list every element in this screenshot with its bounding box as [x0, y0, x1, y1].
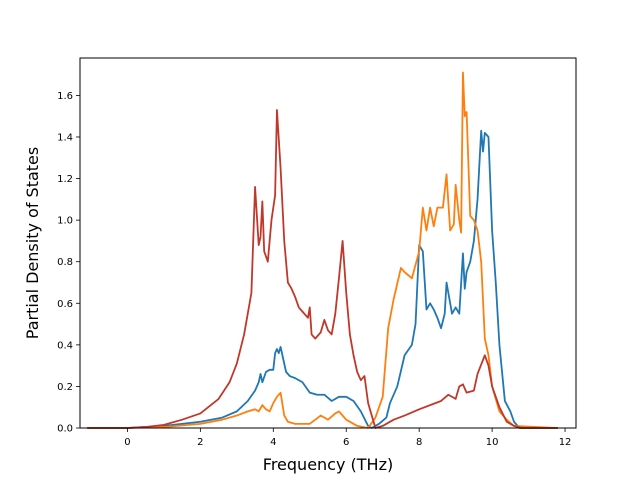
y-axis-ticks: 0.0 0.2 0.4 0.6 0.8 1.0 1.2 1.4 1.6 [57, 91, 80, 435]
y-tick-label: 0.4 [57, 340, 73, 351]
y-tick-label: 1.0 [57, 216, 73, 227]
series-line-1 [87, 129, 558, 429]
x-axis-ticks: 0 2 4 6 8 10 12 [124, 428, 571, 448]
y-tick-label: 0.0 [57, 424, 73, 435]
x-tick-label: 10 [486, 437, 499, 448]
series-layer [87, 71, 558, 429]
series-line-3 [87, 109, 558, 429]
x-tick-label: 0 [124, 437, 130, 448]
y-axis-label: Partial Density of States [23, 147, 42, 339]
x-tick-label: 4 [270, 437, 276, 448]
x-tick-label: 2 [197, 437, 203, 448]
x-axis-label: Frequency (THz) [263, 455, 393, 474]
plot-area-frame [79, 57, 577, 429]
x-tick-label: 8 [416, 437, 422, 448]
y-tick-label: 1.4 [57, 132, 73, 143]
x-tick-label: 6 [343, 437, 349, 448]
y-tick-label: 1.2 [57, 174, 73, 185]
series-line-2 [87, 71, 558, 429]
x-tick-label: 12 [559, 437, 572, 448]
y-tick-label: 0.6 [57, 299, 73, 310]
y-tick-label: 1.6 [57, 91, 73, 102]
y-tick-label: 0.2 [57, 382, 73, 393]
y-tick-label: 0.8 [57, 257, 73, 268]
